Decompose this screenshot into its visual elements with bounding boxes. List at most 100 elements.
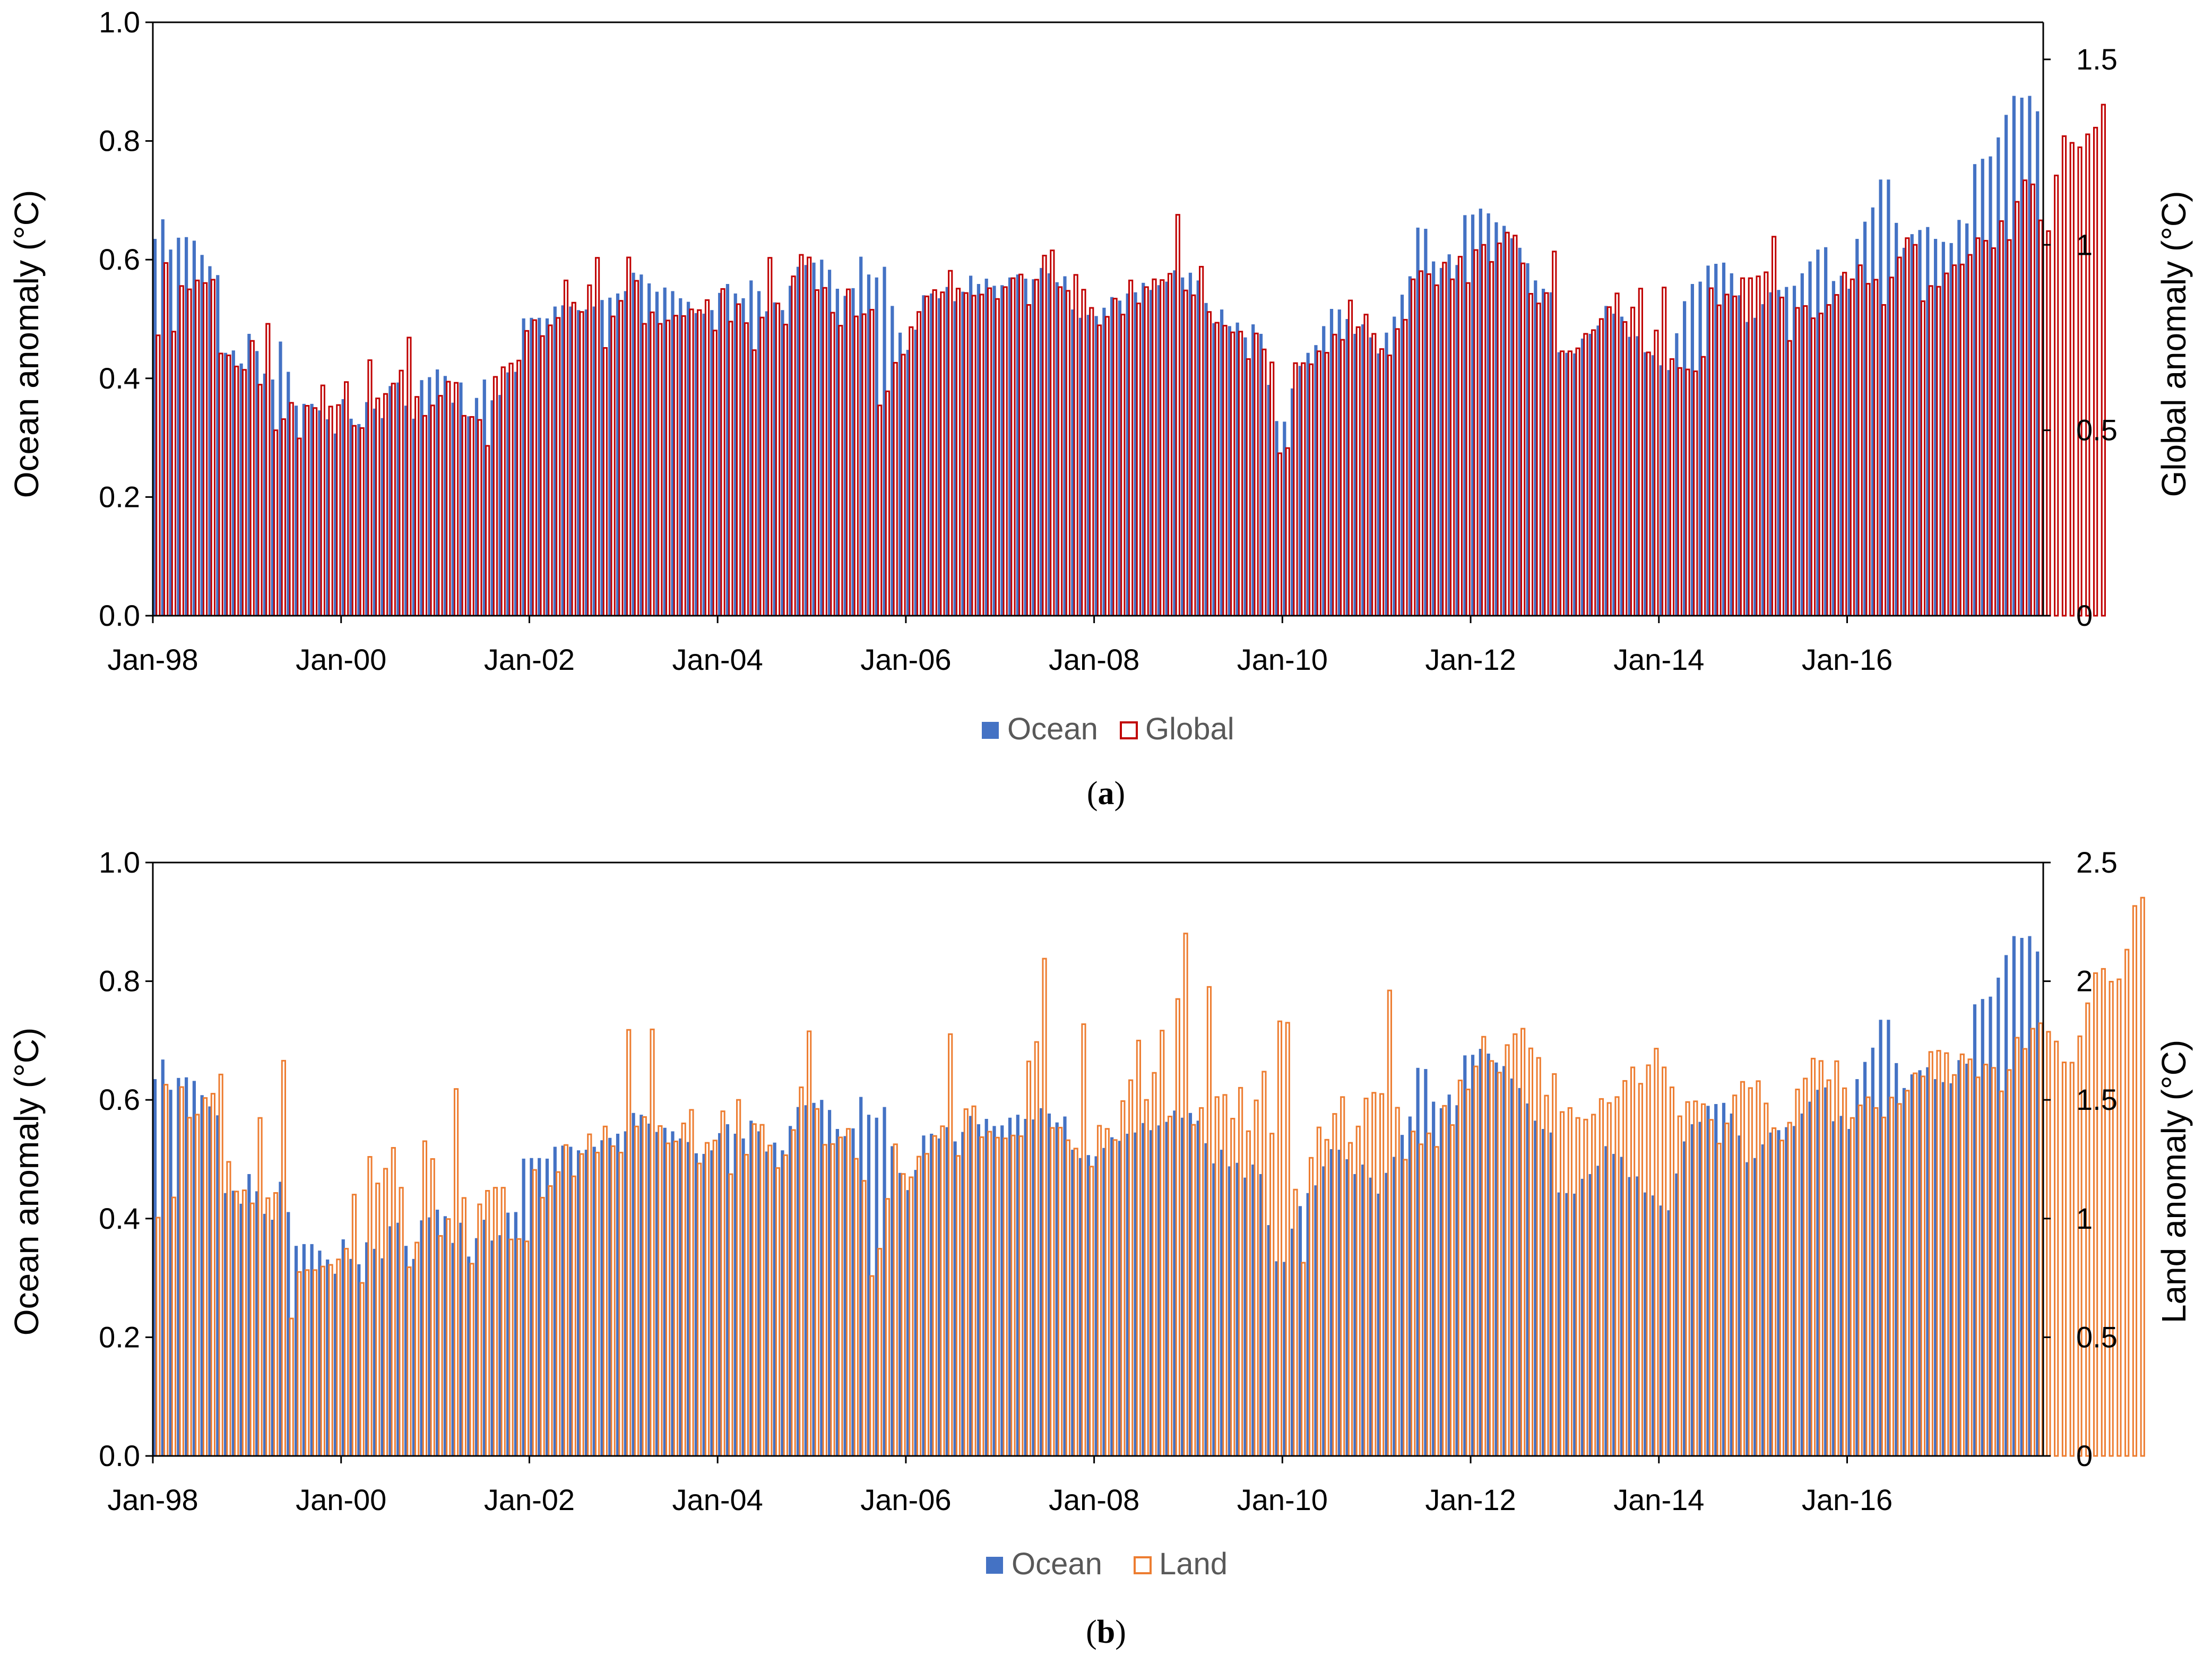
bar-ocean: [1447, 254, 1451, 616]
bar-ocean: [192, 1081, 196, 1456]
bar-land: [1136, 1039, 1142, 1457]
bar-ocean: [906, 1190, 910, 1456]
panel-a-right-axis-title: Global anomaly (°C): [2155, 191, 2193, 497]
bar-global: [1003, 286, 1008, 617]
bar-ocean: [349, 1258, 353, 1456]
bar-land: [359, 1282, 365, 1457]
bar-ocean: [694, 313, 698, 616]
bar-global: [783, 323, 788, 617]
bar-ocean: [1181, 1117, 1185, 1456]
bar-global: [1614, 292, 1620, 617]
bar-ocean: [1024, 278, 1027, 616]
bar-global: [281, 418, 286, 617]
bar-ocean: [1557, 1192, 1561, 1456]
panel-b: Ocean anomaly (°C) Land anomaly (°C) 0.0…: [7, 846, 2193, 1650]
bar-ocean: [1887, 1020, 1890, 1456]
bar-land: [642, 1116, 647, 1457]
bar-ocean: [725, 284, 730, 616]
bar-ocean: [1322, 1166, 1326, 1456]
bar-ocean: [671, 291, 675, 616]
bar-global: [1073, 274, 1078, 617]
bar-ocean: [381, 1258, 384, 1456]
left-tick-label: 0.4: [99, 1202, 140, 1235]
bar-ocean: [624, 1131, 627, 1456]
panel-b-axes: 0.0 0.2 0.4 0.6 0.8 1.0 0 0.5 1 1.5 2 2.5 Jan-98 Jan-…: [99, 846, 2118, 1516]
bar-land: [556, 1171, 561, 1457]
bar-ocean: [1337, 309, 1341, 616]
bar-land: [1842, 1087, 1847, 1457]
bar-land: [1716, 1142, 1722, 1457]
legend-label-ocean: Ocean: [1007, 712, 1098, 746]
bar-global: [1050, 249, 1055, 617]
bar-global: [210, 279, 215, 617]
bar-ocean: [1345, 319, 1349, 616]
bar-ocean: [1612, 313, 1616, 616]
bar-global: [602, 347, 608, 617]
bar-global: [2022, 179, 2028, 617]
bar-ocean: [1173, 270, 1177, 616]
bar-ocean: [443, 1216, 447, 1456]
bar-land: [963, 1108, 969, 1457]
bar-ocean: [1416, 227, 1420, 616]
bar-global: [1183, 289, 1188, 617]
bar-land: [924, 1153, 929, 1457]
bar-global: [924, 295, 929, 617]
bar-ocean: [482, 1220, 486, 1456]
bar-land: [1026, 1061, 1032, 1457]
bar-ocean: [1785, 1127, 1788, 1456]
bar-ocean: [388, 1226, 392, 1456]
bar-land: [901, 1173, 906, 1457]
bar-ocean: [686, 1142, 690, 1456]
bar-land: [1677, 1115, 1682, 1457]
bar-global: [861, 313, 867, 617]
bar-ocean: [694, 1153, 698, 1456]
bar-ocean: [490, 1240, 494, 1456]
bar-ocean: [318, 410, 322, 616]
bar-ocean: [1439, 1108, 1444, 1456]
bar-land: [1591, 1114, 1596, 1457]
bar-global: [2030, 183, 2035, 617]
bar-ocean: [1016, 274, 1019, 616]
bar-global: [1465, 282, 1471, 617]
bar-ocean: [1353, 1174, 1357, 1456]
bar-ocean: [192, 240, 196, 616]
bar-global: [1018, 273, 1024, 617]
bar-ocean: [1808, 261, 1812, 616]
bar-ocean: [741, 298, 745, 616]
bar-global: [909, 326, 914, 617]
bar-ocean: [1722, 1102, 1726, 1456]
bar-ocean: [1949, 1083, 1953, 1456]
bar-global: [1716, 304, 1722, 617]
bar-ocean: [1534, 280, 1537, 616]
bar-ocean: [765, 1151, 768, 1456]
bar-ocean: [1596, 1166, 1600, 1456]
x-tick-label: Jan-10: [1237, 643, 1328, 676]
bar-ocean: [177, 1077, 180, 1456]
bar-ocean: [851, 288, 855, 616]
bar-ocean: [1918, 230, 1922, 616]
bar-ocean: [1636, 336, 1639, 616]
bar-ocean: [1989, 156, 1992, 616]
legend-label-global: Global: [1145, 712, 1234, 746]
left-tick-label: 0.8: [99, 964, 140, 998]
bar-land: [171, 1196, 177, 1457]
bar-ocean: [428, 377, 431, 616]
bar-global: [1724, 294, 1730, 617]
bar-global: [1112, 298, 1118, 617]
bar-global: [728, 321, 733, 617]
bar-global: [399, 369, 404, 617]
bar-land: [869, 1275, 875, 1457]
bar-land: [1905, 1090, 1910, 1457]
bar-ocean: [1557, 352, 1561, 616]
bar-ocean: [302, 1244, 306, 1456]
bar-global: [1160, 279, 1165, 617]
bar-ocean: [1479, 1049, 1482, 1456]
x-tick-label: Jan-14: [1613, 1483, 1704, 1516]
bar-ocean: [153, 239, 157, 616]
bar-ocean: [961, 1132, 965, 1456]
bar-global: [305, 405, 310, 617]
bar-ocean: [1644, 352, 1647, 616]
bar-global: [1411, 278, 1416, 617]
bar-ocean: [1526, 1103, 1530, 1456]
bar-ocean: [827, 1110, 832, 1456]
